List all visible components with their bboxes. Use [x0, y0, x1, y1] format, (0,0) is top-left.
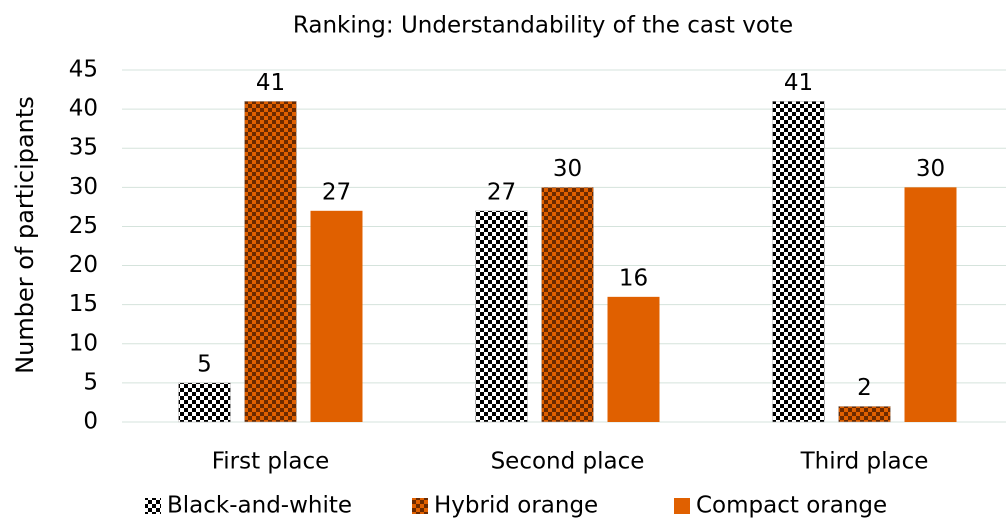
bar	[772, 101, 825, 423]
data-label: 30	[916, 156, 945, 182]
x-tick-label: Third place	[800, 449, 929, 475]
x-tick-label: Second place	[491, 449, 645, 475]
legend-swatch	[674, 498, 690, 514]
legend-swatch	[412, 498, 428, 514]
y-axis-label: Number of participants	[11, 96, 39, 374]
bar	[838, 406, 891, 423]
legend-label: Black-and-white	[167, 493, 352, 519]
bar	[541, 187, 594, 423]
data-label: 41	[784, 70, 813, 96]
bar	[607, 296, 660, 422]
data-label: 30	[553, 156, 582, 182]
x-tick-label: First place	[212, 449, 330, 475]
data-label: 2	[857, 375, 872, 401]
chart-title: Ranking: Understandability of the cast v…	[293, 13, 793, 39]
data-label: 41	[256, 70, 285, 96]
data-label: 27	[487, 179, 516, 205]
y-tick-label: 10	[69, 330, 98, 356]
legend-label: Hybrid orange	[434, 493, 598, 519]
y-tick-label: 35	[69, 135, 98, 161]
y-tick-label: 15	[69, 291, 98, 317]
y-tick-label: 5	[83, 369, 98, 395]
bar	[310, 210, 363, 422]
data-label: 16	[619, 265, 648, 291]
legend-swatch	[145, 498, 161, 514]
y-tick-label: 20	[69, 252, 98, 278]
bar	[244, 101, 297, 423]
y-tick-label: 45	[69, 57, 98, 83]
bar	[904, 187, 957, 422]
bar	[178, 382, 231, 423]
y-tick-label: 40	[69, 96, 98, 122]
y-tick-label: 25	[69, 213, 98, 239]
data-label: 27	[322, 179, 351, 205]
data-label: 5	[197, 351, 212, 377]
y-tick-label: 30	[69, 174, 98, 200]
bar	[475, 210, 528, 423]
legend-label: Compact orange	[696, 493, 887, 519]
y-tick-label: 0	[83, 409, 98, 435]
